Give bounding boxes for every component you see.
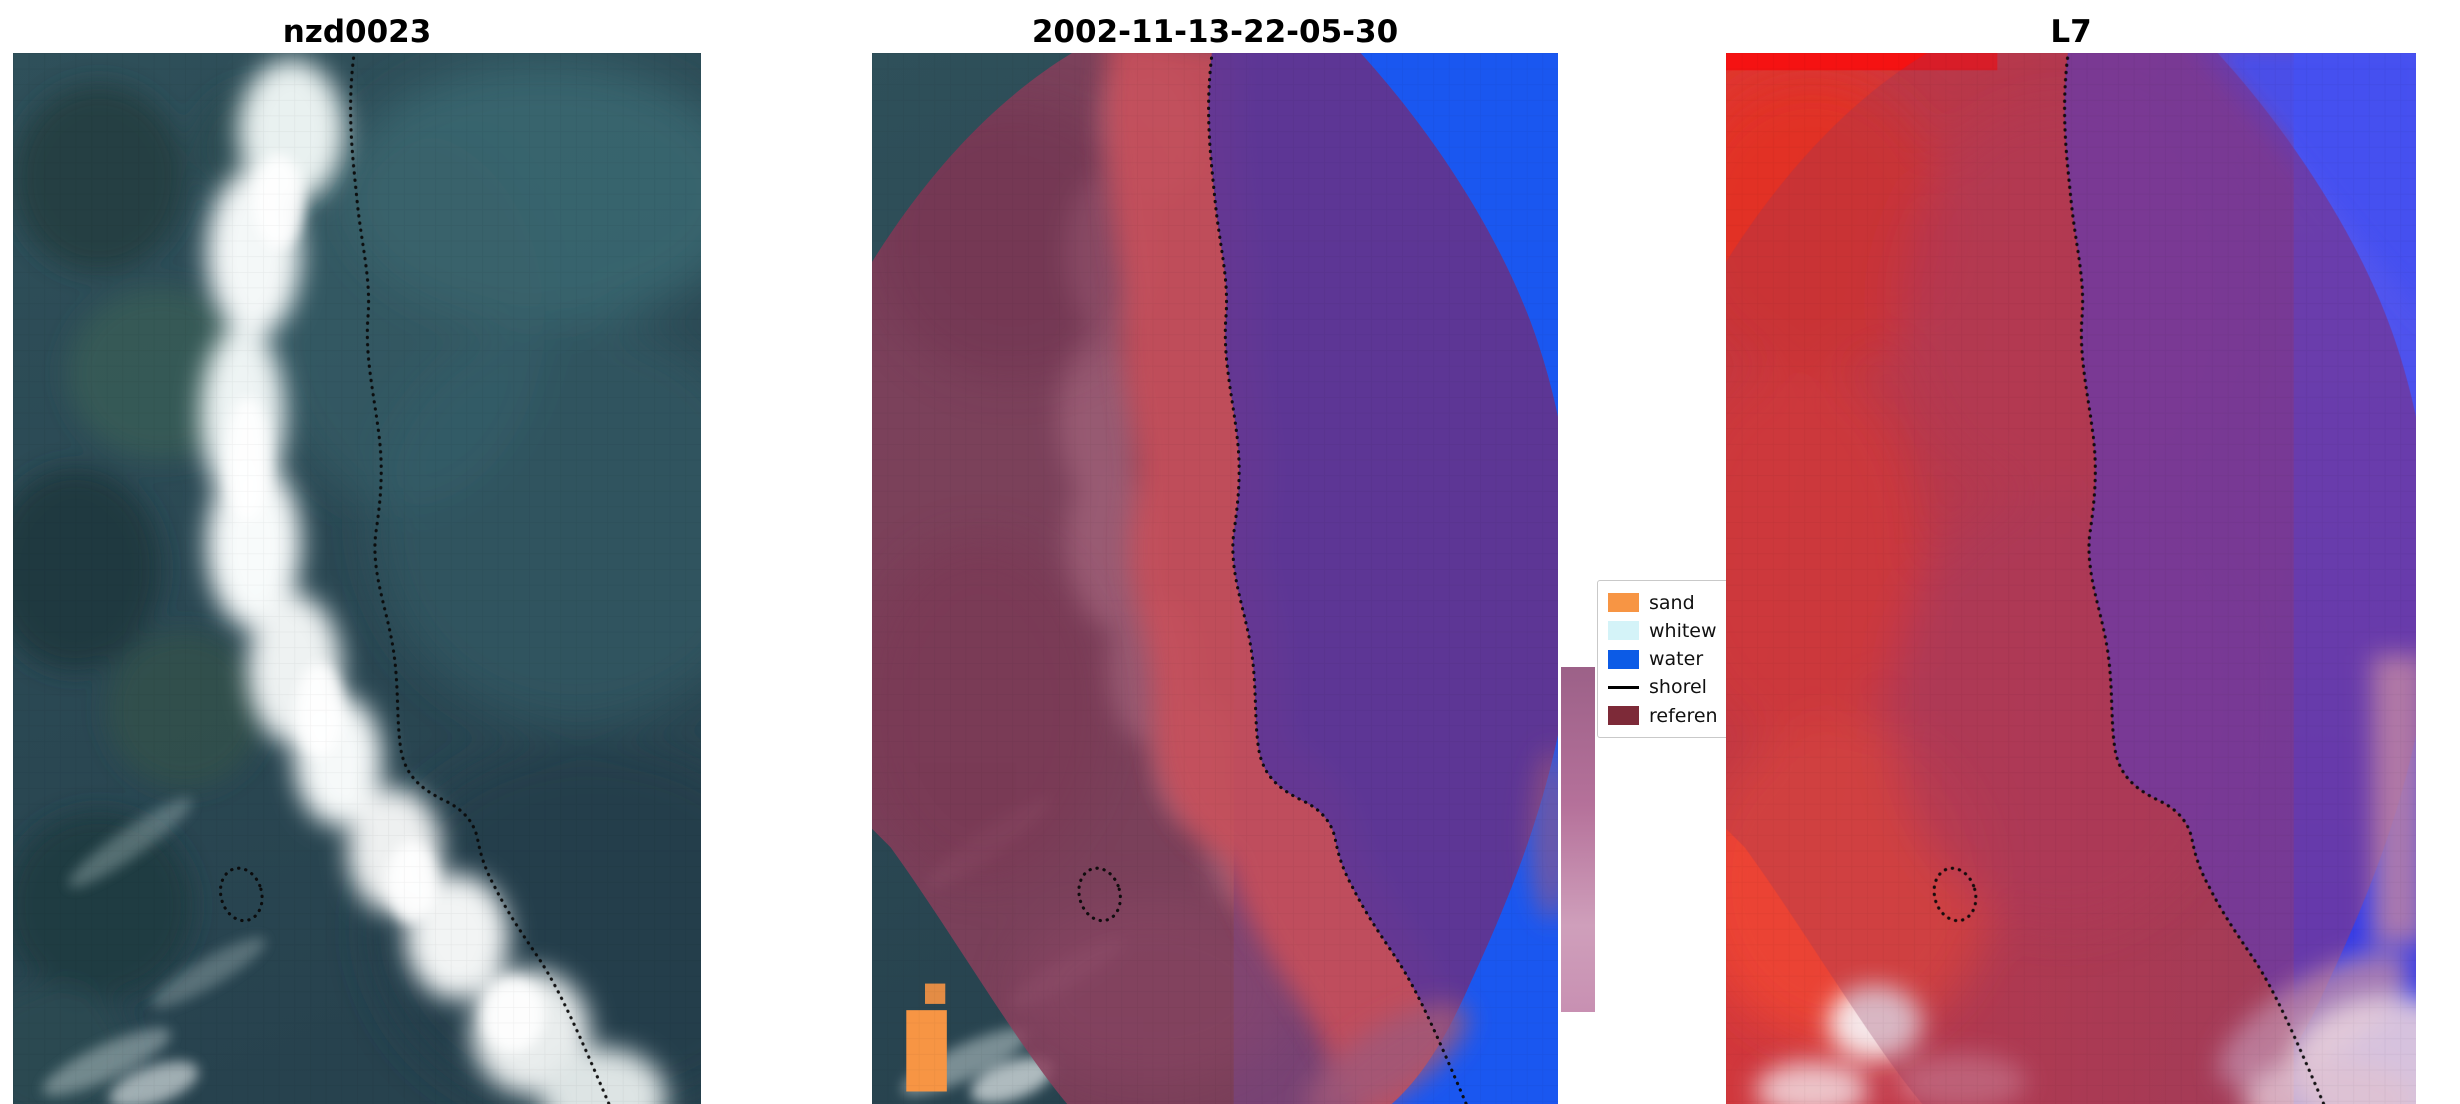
legend-label-shoreline: shorel <box>1649 676 1707 699</box>
panel-title-l7: L7 <box>2050 14 2092 50</box>
legend-item-shoreline: shorel <box>1608 675 1786 700</box>
legend-swatch-sand <box>1608 593 1639 612</box>
legend-item-sand: sand <box>1608 590 1786 615</box>
panel-l7-image <box>1726 53 2416 1104</box>
panel-rgb-image <box>13 53 701 1104</box>
l7-false-color-image <box>1726 53 2416 1104</box>
legend-swatch-water <box>1608 649 1639 669</box>
satellite-rgb-image <box>13 53 701 1104</box>
panel-classified-image <box>872 53 1558 1104</box>
legend-item-water: water <box>1608 647 1786 672</box>
legend-item-reference: referen <box>1608 703 1786 728</box>
classified-image <box>872 53 1558 1104</box>
classification-overlay-fragment <box>1561 667 1595 1012</box>
legend-swatch-reference <box>1608 706 1639 725</box>
legend-label-water: water <box>1649 648 1704 670</box>
legend-label-sand: sand <box>1649 591 1695 614</box>
legend-swatch-shoreline-line <box>1608 685 1639 689</box>
legend-label-whitewater: whitew <box>1649 619 1717 642</box>
legend-item-whitewater: whitew <box>1608 618 1786 643</box>
legend-swatch-whitewater <box>1608 621 1639 641</box>
panel-title-classified: 2002-11-13-22-05-30 <box>1031 14 1399 50</box>
panel-title-rgb: nzd0023 <box>282 14 432 50</box>
legend-label-reference: referen <box>1649 704 1718 727</box>
